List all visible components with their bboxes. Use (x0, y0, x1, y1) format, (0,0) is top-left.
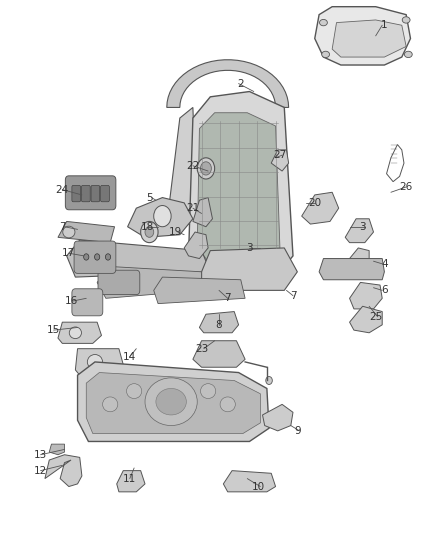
Ellipse shape (102, 397, 118, 412)
Text: 16: 16 (64, 296, 78, 306)
Polygon shape (302, 192, 339, 224)
Text: 11: 11 (123, 474, 136, 483)
Ellipse shape (404, 51, 412, 58)
Polygon shape (78, 362, 269, 441)
Text: 7: 7 (224, 293, 231, 303)
Text: 3: 3 (359, 222, 366, 232)
Text: 27: 27 (273, 150, 286, 160)
Polygon shape (193, 341, 245, 367)
FancyBboxPatch shape (91, 185, 100, 202)
Text: 15: 15 (47, 325, 60, 335)
Polygon shape (197, 113, 280, 266)
Polygon shape (167, 60, 289, 108)
Polygon shape (117, 471, 145, 492)
Polygon shape (58, 322, 102, 343)
Text: 7: 7 (59, 222, 66, 232)
Polygon shape (193, 198, 212, 227)
Polygon shape (97, 266, 201, 298)
Polygon shape (75, 349, 123, 375)
Text: 24: 24 (56, 184, 69, 195)
Text: 3: 3 (246, 243, 253, 253)
Polygon shape (319, 259, 385, 280)
Ellipse shape (197, 158, 215, 179)
Polygon shape (127, 198, 193, 237)
Ellipse shape (154, 206, 171, 227)
Ellipse shape (127, 384, 142, 399)
Polygon shape (262, 405, 293, 431)
Polygon shape (86, 373, 260, 433)
Text: 17: 17 (62, 248, 75, 259)
Ellipse shape (141, 221, 158, 243)
FancyBboxPatch shape (101, 185, 110, 202)
Polygon shape (199, 312, 239, 333)
Text: 23: 23 (195, 344, 208, 354)
Ellipse shape (201, 384, 216, 399)
Polygon shape (184, 232, 208, 259)
Polygon shape (350, 282, 382, 309)
Text: 1: 1 (381, 20, 388, 30)
Polygon shape (315, 7, 410, 65)
Polygon shape (345, 248, 369, 272)
Text: 22: 22 (186, 161, 200, 171)
Ellipse shape (95, 254, 100, 260)
Text: 10: 10 (251, 481, 265, 491)
Ellipse shape (322, 51, 329, 58)
Text: 19: 19 (169, 227, 182, 237)
Text: 5: 5 (146, 192, 153, 203)
Text: 9: 9 (294, 426, 300, 436)
FancyBboxPatch shape (72, 185, 81, 202)
Ellipse shape (145, 378, 197, 425)
Ellipse shape (84, 254, 89, 260)
Polygon shape (167, 108, 197, 224)
Ellipse shape (402, 17, 410, 23)
Polygon shape (154, 277, 245, 304)
Text: 21: 21 (186, 203, 200, 213)
Text: 4: 4 (381, 259, 388, 269)
FancyBboxPatch shape (65, 176, 116, 210)
Polygon shape (332, 20, 406, 57)
FancyBboxPatch shape (98, 270, 140, 295)
Ellipse shape (266, 376, 272, 384)
Ellipse shape (145, 227, 154, 237)
Ellipse shape (220, 397, 235, 412)
Text: 18: 18 (141, 222, 154, 232)
FancyBboxPatch shape (74, 241, 116, 273)
Ellipse shape (156, 389, 186, 415)
Ellipse shape (87, 354, 102, 369)
Polygon shape (271, 150, 289, 171)
Polygon shape (45, 455, 82, 487)
Polygon shape (67, 240, 210, 277)
Text: 14: 14 (123, 352, 136, 361)
Text: 26: 26 (399, 182, 413, 192)
Polygon shape (201, 248, 297, 290)
Polygon shape (188, 92, 293, 282)
Polygon shape (267, 108, 284, 224)
Text: 13: 13 (34, 450, 47, 460)
Polygon shape (58, 221, 115, 243)
Ellipse shape (63, 226, 75, 238)
Text: 8: 8 (215, 320, 223, 330)
Polygon shape (223, 471, 276, 492)
Ellipse shape (106, 254, 111, 260)
Polygon shape (345, 219, 374, 243)
Ellipse shape (69, 327, 81, 338)
Text: 20: 20 (308, 198, 321, 208)
Text: 25: 25 (369, 312, 382, 322)
FancyBboxPatch shape (72, 289, 103, 316)
Ellipse shape (201, 162, 212, 175)
FancyBboxPatch shape (81, 185, 90, 202)
Polygon shape (350, 306, 382, 333)
Text: 7: 7 (290, 290, 296, 301)
Text: 6: 6 (381, 285, 388, 295)
Polygon shape (49, 444, 64, 455)
Ellipse shape (320, 19, 327, 26)
Text: 2: 2 (237, 78, 244, 88)
Text: 12: 12 (34, 466, 47, 475)
